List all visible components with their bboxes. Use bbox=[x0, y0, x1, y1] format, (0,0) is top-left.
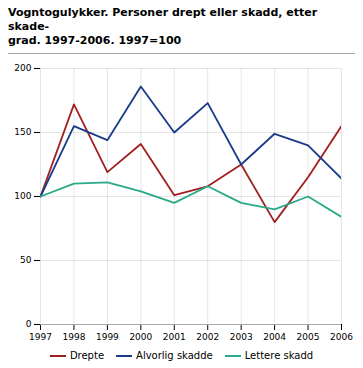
svg-text:1997: 1997 bbox=[29, 332, 52, 342]
html-text:Lettere skadd: Lettere skadd bbox=[244, 350, 314, 361]
svg-text:1999: 1999 bbox=[96, 332, 119, 342]
html-text:Alvorlig skadde: Alvorlig skadde bbox=[136, 350, 213, 361]
svg-text:2003: 2003 bbox=[230, 332, 253, 342]
svg-text:2001: 2001 bbox=[163, 332, 186, 342]
svg-text:2005: 2005 bbox=[297, 332, 320, 342]
svg-text:200: 200 bbox=[14, 63, 31, 73]
html-text:Vogntogulykker. Personer drept: Vogntogulykker. Personer drept eller ska… bbox=[8, 6, 318, 47]
html-text:Drepte: Drepte bbox=[69, 350, 104, 361]
svg-text:100: 100 bbox=[14, 191, 31, 201]
svg-text:50: 50 bbox=[20, 255, 32, 265]
svg-text:150: 150 bbox=[14, 127, 31, 137]
svg-text:2002: 2002 bbox=[196, 332, 219, 342]
svg-text:2000: 2000 bbox=[129, 332, 152, 342]
svg-text:2006: 2006 bbox=[330, 332, 353, 342]
svg-text:0: 0 bbox=[26, 319, 32, 329]
svg-text:1998: 1998 bbox=[62, 332, 85, 342]
svg-text:2004: 2004 bbox=[263, 332, 286, 342]
